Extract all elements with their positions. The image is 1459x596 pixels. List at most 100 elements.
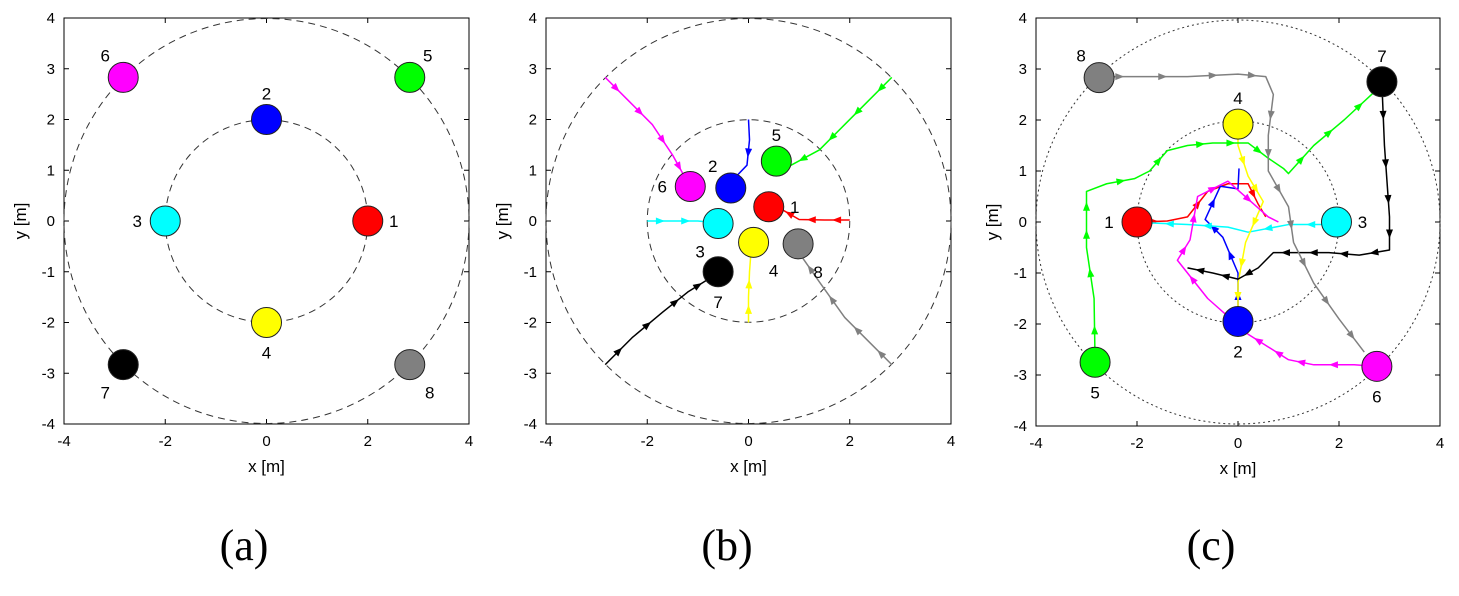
x-tick-label: -2 [641,433,654,450]
trajectory-arrow-6 [673,161,682,171]
x-tick-label: -4 [539,433,552,450]
trajectory-arrow-8 [1247,71,1257,79]
robot-3 [149,205,181,237]
y-tick-label: -2 [1014,316,1027,333]
robot-label-4: 4 [262,344,271,363]
trajectory-arrow-6 [1274,350,1284,359]
robot-7 [702,256,734,288]
trajectory-arrow-5 [1295,155,1305,165]
y-tick-label: -2 [42,315,55,332]
robot-7 [1366,66,1398,98]
robot-2 [1222,305,1254,337]
y-tick-label: 3 [1019,61,1027,78]
y-tick-label: -3 [1014,367,1027,384]
trajectory-8 [801,256,893,366]
x-tick-label: 2 [1335,435,1343,452]
trajectory-8 [1101,73,1365,353]
trajectory-arrow-3 [1306,221,1316,229]
robot-label-6: 6 [100,46,109,65]
trajectory-arrow-6 [1207,186,1218,194]
robot-8 [394,349,426,381]
trajectory-arrow-2 [1210,224,1220,234]
trajectory-arrow-5 [1323,129,1333,139]
y-tick-label: 4 [529,10,537,27]
trajectory-arrow-2 [1228,250,1236,261]
y-tick-label: 0 [47,213,55,230]
robot-2 [715,172,747,204]
trajectory-arrow-7 [669,299,679,308]
y-tick-label: 3 [529,61,537,78]
trajectory-arrow-7 [1280,249,1290,257]
trajectory-arrow-5 [798,153,809,162]
trajectory-arrow-4 [1250,183,1259,194]
robot-6 [1361,350,1393,382]
robot-2 [251,104,282,135]
robot-6 [674,170,706,202]
robot-5 [760,145,792,177]
trajectory-arrow-3 [1263,224,1273,232]
y-tick-label: 2 [47,112,55,129]
robot-label-8: 8 [813,263,822,282]
trajectory-arrow-6 [610,82,620,92]
trajectory-1 [1139,183,1267,223]
robot-label-8: 8 [1076,47,1085,66]
trajectory-arrow-5 [1153,157,1162,167]
trajectory-arrow-7 [1379,110,1387,120]
reference-circle-r4 [545,18,952,424]
trajectory-arrow-6 [1253,337,1264,346]
trajectory-arrow-3 [681,217,691,225]
y-axis-label: y [m] [11,203,30,240]
trajectory-arrow-8 [1267,110,1275,120]
y-tick-label: 3 [47,61,55,78]
y-tick-label: -1 [42,264,55,281]
y-tick-label: -2 [524,315,537,332]
trajectory-arrow-8 [877,350,887,360]
trajectory-arrow-6 [1242,193,1252,203]
robot-label-4: 4 [769,261,778,280]
y-tick-label: 4 [47,10,55,27]
trajectory-arrow-1 [806,216,816,224]
y-tick-label: 1 [1019,163,1027,180]
robot-8 [782,228,814,260]
robot-label-2: 2 [708,157,717,176]
trajectory-arrow-8 [1208,72,1218,80]
robot-4 [251,307,282,338]
x-axis-label: x [m] [248,457,285,476]
robot-label-6: 6 [1372,387,1381,406]
x-tick-label: -2 [1130,435,1143,452]
trajectory-arrow-4 [745,304,752,314]
trajectory-arrow-4 [1238,155,1246,166]
trajectory-arrow-2 [745,148,753,158]
y-tick-label: 0 [1019,214,1027,231]
panel-caption: (a) [220,521,269,570]
robot-4 [1222,108,1254,140]
trajectory-arrow-5 [1353,102,1363,112]
x-axis-label: x [m] [1220,459,1257,478]
trajectory-arrow-5 [1083,229,1090,239]
trajectory-arrow-7 [1243,268,1254,276]
panel-a: -4 -2 0 2 4 -4 -3 -2 -1 0 1 2 3 4 x [m] y [m] 1 2 3 4 5 6 7 8 (a… [11,10,473,570]
y-axis-label: y [m] [983,204,1002,241]
robot-label-7: 7 [1377,47,1386,66]
trajectory-arrow-8 [1298,257,1306,268]
robot-6 [107,61,139,93]
y-tick-label: 0 [529,213,537,230]
trajectory-arrow-8 [1321,295,1330,306]
trajectory-arrow-5 [853,106,863,116]
trajectory-arrow-6 [1328,361,1338,369]
y-tick-label: -3 [524,365,537,382]
y-tick-label: 2 [1019,112,1027,129]
robot-label-2: 2 [1233,342,1242,361]
y-tick-label: -1 [524,264,537,281]
x-tick-label: -2 [159,433,172,450]
trajectory-arrow-8 [1286,220,1294,230]
x-tick-label: 2 [364,433,372,450]
robot-5 [1079,346,1111,378]
x-tick-label: 0 [262,433,270,450]
x-tick-label: 4 [465,433,473,450]
trajectory-arrow-8 [853,326,863,336]
trajectory-arrow-6 [657,134,666,144]
trajectory-arrow-7 [613,347,623,357]
trajectory-arrow-6 [634,106,644,116]
trajectory-arrow-8 [1346,330,1355,340]
